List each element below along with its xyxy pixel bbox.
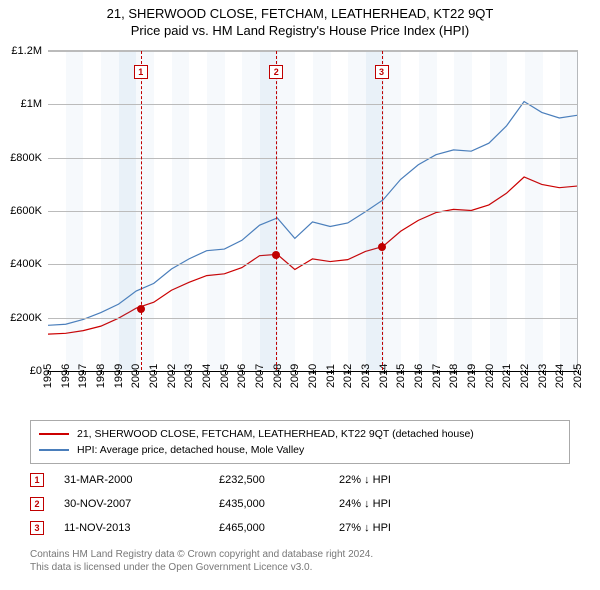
legend-box: 21, SHERWOOD CLOSE, FETCHAM, LEATHERHEAD… xyxy=(30,420,570,464)
chart-plot-area: £0£200K£400K£600K£800K£1M£1.2M1995199619… xyxy=(48,50,578,370)
sales-table: 1 31-MAR-2000 £232,500 22% ↓ HPI 2 30-NO… xyxy=(30,468,570,540)
x-axis-label: 2013 xyxy=(360,364,372,388)
sale-point-2 xyxy=(272,251,280,259)
sale-marker-3-box: 3 xyxy=(375,65,389,79)
x-axis-label: 2018 xyxy=(448,364,460,388)
sale-marker-1-icon: 1 xyxy=(30,473,44,487)
chart-title: 21, SHERWOOD CLOSE, FETCHAM, LEATHERHEAD… xyxy=(0,6,600,21)
sales-row-2: 2 30-NOV-2007 £435,000 24% ↓ HPI xyxy=(30,492,570,516)
x-axis-label: 2011 xyxy=(325,364,337,388)
legend-row-property: 21, SHERWOOD CLOSE, FETCHAM, LEATHERHEAD… xyxy=(39,426,561,442)
sale-marker-line xyxy=(382,51,383,370)
y-axis-label: £800K xyxy=(10,152,42,164)
footer-line-2: This data is licensed under the Open Gov… xyxy=(30,562,312,573)
x-axis-label: 2002 xyxy=(166,364,178,388)
x-axis-label: 1996 xyxy=(60,364,72,388)
legend-label-hpi: HPI: Average price, detached house, Mole… xyxy=(77,444,304,456)
y-axis-label: £0 xyxy=(30,365,42,377)
sale-date-1: 31-MAR-2000 xyxy=(64,474,219,486)
sale-diff-2: 24% ↓ HPI xyxy=(339,498,479,510)
sale-price-3: £465,000 xyxy=(219,522,339,534)
x-axis-label: 2012 xyxy=(342,364,354,388)
sales-row-1: 1 31-MAR-2000 £232,500 22% ↓ HPI xyxy=(30,468,570,492)
sale-marker-2-icon: 2 xyxy=(30,497,44,511)
sale-diff-3: 27% ↓ HPI xyxy=(339,522,479,534)
sale-price-2: £435,000 xyxy=(219,498,339,510)
sale-marker-1-box: 1 xyxy=(134,65,148,79)
x-axis-label: 2021 xyxy=(501,364,513,388)
sale-marker-line xyxy=(276,51,277,370)
sale-date-2: 30-NOV-2007 xyxy=(64,498,219,510)
x-axis-label: 2001 xyxy=(148,364,160,388)
x-axis-label: 1998 xyxy=(95,364,107,388)
x-axis-label: 2024 xyxy=(554,364,566,388)
legend-label-property: 21, SHERWOOD CLOSE, FETCHAM, LEATHERHEAD… xyxy=(77,428,474,440)
x-axis-label: 2005 xyxy=(219,364,231,388)
footer-line-1: Contains HM Land Registry data © Crown c… xyxy=(30,549,373,560)
x-axis-label: 2017 xyxy=(431,364,443,388)
gridline-h xyxy=(48,264,577,265)
x-axis-label: 2010 xyxy=(307,364,319,388)
x-axis-label: 2006 xyxy=(236,364,248,388)
x-axis-label: 2007 xyxy=(254,364,266,388)
x-axis-label: 2009 xyxy=(289,364,301,388)
title-block: 21, SHERWOOD CLOSE, FETCHAM, LEATHERHEAD… xyxy=(0,0,600,38)
x-axis-label: 2016 xyxy=(413,364,425,388)
x-axis-label: 2022 xyxy=(519,364,531,388)
gridline-h xyxy=(48,211,577,212)
sale-point-3 xyxy=(378,243,386,251)
chart-container: 21, SHERWOOD CLOSE, FETCHAM, LEATHERHEAD… xyxy=(0,0,600,590)
gridline-h xyxy=(48,51,577,52)
gridline-h xyxy=(48,158,577,159)
legend-swatch-property xyxy=(39,433,69,435)
x-axis-label: 1997 xyxy=(77,364,89,388)
sale-marker-2-box: 2 xyxy=(269,65,283,79)
x-axis-label: 2023 xyxy=(537,364,549,388)
legend-swatch-hpi xyxy=(39,449,69,451)
legend-row-hpi: HPI: Average price, detached house, Mole… xyxy=(39,442,561,458)
sale-point-1 xyxy=(137,305,145,313)
x-axis-label: 2008 xyxy=(272,364,284,388)
x-axis-label: 1995 xyxy=(42,364,54,388)
x-axis-label: 2003 xyxy=(183,364,195,388)
x-axis-label: 2019 xyxy=(466,364,478,388)
y-axis-label: £1M xyxy=(21,98,42,110)
y-axis-label: £1.2M xyxy=(11,45,42,57)
x-axis-label: 2014 xyxy=(378,364,390,388)
sale-marker-3-icon: 3 xyxy=(30,521,44,535)
sale-price-1: £232,500 xyxy=(219,474,339,486)
y-axis-label: £400K xyxy=(10,258,42,270)
sale-date-3: 11-NOV-2013 xyxy=(64,522,219,534)
x-axis-label: 2004 xyxy=(201,364,213,388)
y-axis-label: £600K xyxy=(10,205,42,217)
gridline-h xyxy=(48,318,577,319)
sale-marker-line xyxy=(141,51,142,370)
x-axis-label: 2015 xyxy=(395,364,407,388)
sales-row-3: 3 11-NOV-2013 £465,000 27% ↓ HPI xyxy=(30,516,570,540)
x-axis-label: 1999 xyxy=(113,364,125,388)
y-axis-label: £200K xyxy=(10,312,42,324)
sale-diff-1: 22% ↓ HPI xyxy=(339,474,479,486)
footer-attribution: Contains HM Land Registry data © Crown c… xyxy=(30,548,570,574)
gridline-h xyxy=(48,104,577,105)
x-axis-label: 2020 xyxy=(484,364,496,388)
x-axis-label: 2025 xyxy=(572,364,584,388)
chart-subtitle: Price paid vs. HM Land Registry's House … xyxy=(0,23,600,38)
